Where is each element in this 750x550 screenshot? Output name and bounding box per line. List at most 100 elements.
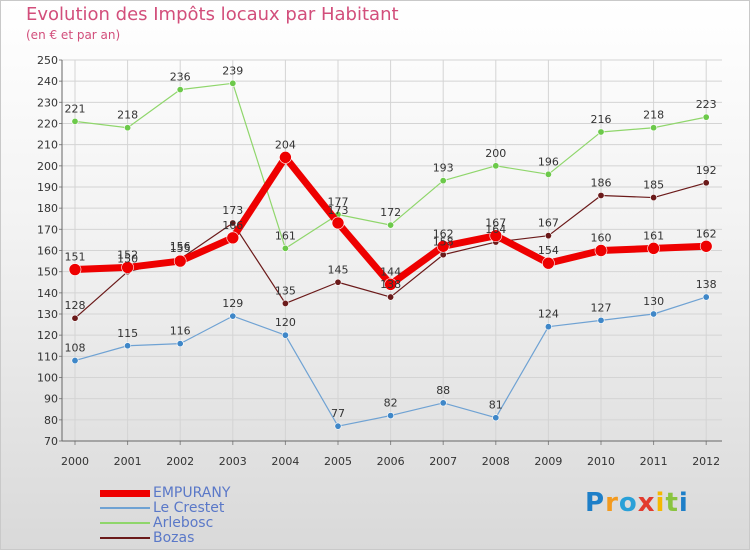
data-label-le-crestet: 108 [65,342,86,355]
data-label-le-crestet: 82 [384,397,398,410]
logo-letter: i [655,488,666,518]
data-point-arlebosc [544,170,552,178]
data-label-bozas: 156 [170,240,191,253]
data-label-le-crestet: 138 [696,278,717,291]
data-point-le-crestet [334,422,342,430]
x-tick-label: 2012 [692,455,720,468]
y-tick-label: 170 [37,223,58,236]
x-tick-label: 2001 [114,455,142,468]
data-label-bozas: 145 [328,263,349,276]
data-label-le-crestet: 115 [117,327,138,340]
data-label-bozas: 150 [117,253,138,266]
x-tick-label: 2004 [271,455,299,468]
x-tick-label: 2009 [534,455,562,468]
data-label-arlebosc: 216 [591,113,612,126]
data-label-le-crestet: 88 [436,384,450,397]
data-label-bozas: 138 [380,278,401,291]
data-point-le-crestet [71,357,79,365]
data-label-empurany: 161 [643,229,664,242]
data-point-le-crestet [124,342,132,350]
data-label-empurany: 155 [170,242,191,255]
y-tick-label: 160 [37,245,58,258]
y-tick-label: 100 [37,372,58,385]
data-point-bozas [597,191,605,199]
data-point-le-crestet [492,414,500,422]
x-tick-label: 2005 [324,455,352,468]
y-tick-label: 190 [37,181,58,194]
data-point-empurany [647,242,660,255]
data-point-arlebosc [597,128,605,136]
y-tick-label: 250 [37,54,58,67]
data-point-arlebosc [71,117,79,125]
data-point-bozas [702,179,710,187]
data-point-le-crestet [439,399,447,407]
x-tick-label: 2006 [377,455,405,468]
data-label-arlebosc: 161 [275,229,296,242]
data-label-arlebosc: 177 [328,196,349,209]
x-tick-label: 2002 [166,455,194,468]
data-point-le-crestet [597,316,605,324]
data-point-empurany [68,263,82,276]
data-point-arlebosc [387,221,395,229]
data-point-bozas [544,232,552,240]
data-point-arlebosc [439,177,447,185]
x-tick-label: 2008 [482,455,510,468]
data-label-bozas: 167 [538,217,559,230]
y-tick-label: 140 [37,287,58,300]
data-label-arlebosc: 172 [380,206,401,219]
logo-letter: i [678,488,689,518]
data-label-le-crestet: 124 [538,308,559,321]
data-label-le-crestet: 116 [170,325,191,338]
data-point-empurany [542,256,555,270]
data-point-empurany [331,216,345,230]
data-point-arlebosc [229,79,237,87]
data-point-le-crestet [544,323,552,331]
data-label-arlebosc: 218 [643,109,664,122]
data-point-le-crestet [229,312,237,320]
data-label-arlebosc: 218 [117,109,138,122]
y-tick-label: 80 [44,414,58,427]
legend-item-bozas: Bozas [100,530,300,546]
x-tick-label: 2011 [640,455,668,468]
data-label-arlebosc: 239 [222,64,243,77]
logo-letter: r [605,488,619,518]
data-label-bozas: 164 [485,223,506,236]
data-label-empurany: 160 [591,232,612,245]
legend-label-arlebosc: Arlebosc [153,515,214,531]
data-point-empurany [279,151,292,164]
data-point-bozas [229,219,237,227]
proxiti-logo: Proxiti [585,488,689,518]
data-point-empurany [173,254,187,268]
data-point-empurany [436,239,450,253]
data-point-le-crestet [281,331,289,339]
x-tick-label: 2000 [61,455,89,468]
y-tick-label: 240 [37,75,58,88]
y-tick-label: 220 [37,118,58,131]
y-tick-label: 230 [37,96,58,109]
data-label-empurany: 154 [538,244,559,257]
legend-swatch-empurany [100,490,150,497]
y-tick-label: 180 [37,202,58,215]
data-point-empurany [489,229,503,242]
y-tick-label: 70 [44,435,58,448]
data-point-empurany [384,278,397,291]
legend-label-bozas: Bozas [153,530,195,546]
data-label-le-crestet: 127 [591,301,612,314]
data-label-empurany: 166 [222,219,243,232]
chart-subtitle: (en € et par an) [26,28,121,42]
data-point-le-crestet [650,310,658,318]
data-point-arlebosc [281,244,289,252]
data-label-arlebosc: 221 [65,102,86,115]
y-tick-label: 130 [37,308,58,321]
data-label-le-crestet: 129 [222,297,243,310]
data-point-arlebosc [492,162,500,170]
legend-item-le-crestet: Le Crestet [100,500,300,516]
data-point-arlebosc [650,124,658,132]
legend-swatch-le-crestet [100,507,150,509]
data-label-bozas: 192 [696,164,717,177]
data-label-empurany: 151 [65,251,86,264]
legend-swatch-arlebosc [100,522,150,524]
data-point-empurany [594,244,608,257]
